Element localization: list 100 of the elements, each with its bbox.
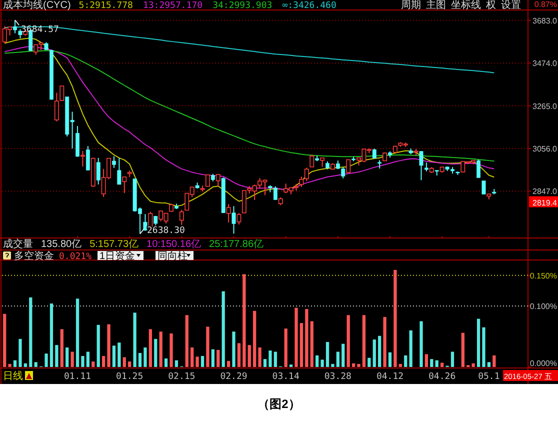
bar xyxy=(170,333,173,367)
x-tick-label: 02.15 xyxy=(168,372,196,382)
bar xyxy=(482,327,486,367)
bar xyxy=(357,364,360,367)
x-tick-label: 03.28 xyxy=(324,372,352,382)
x-tick-label: 04.12 xyxy=(376,372,404,382)
candlestick xyxy=(143,214,148,232)
bar xyxy=(55,345,58,367)
bar xyxy=(310,321,314,367)
bar xyxy=(342,344,345,367)
bar xyxy=(29,297,32,367)
bar xyxy=(461,332,464,367)
bar xyxy=(294,308,298,367)
bar xyxy=(430,359,434,367)
bar xyxy=(258,347,262,367)
bar xyxy=(185,315,188,367)
bar xyxy=(66,347,69,367)
bar xyxy=(34,362,38,367)
candlestick xyxy=(232,206,236,234)
y-tick-label: 3683.0 xyxy=(532,16,558,26)
bar xyxy=(148,329,152,367)
bar xyxy=(372,340,376,367)
text: 10:150.16亿 xyxy=(146,239,202,250)
bar xyxy=(352,363,356,367)
candlestick xyxy=(216,174,220,188)
bar xyxy=(409,330,412,367)
candlestick xyxy=(76,126,80,158)
text: 成交量 xyxy=(3,238,33,250)
candlestick xyxy=(346,159,351,174)
bar xyxy=(128,362,132,367)
bar xyxy=(13,360,17,367)
bar xyxy=(154,338,158,367)
candlestick xyxy=(112,156,116,168)
bar xyxy=(112,346,116,367)
bar xyxy=(190,347,194,367)
bar xyxy=(440,362,444,367)
y-tick-label: 3265.0 xyxy=(532,102,558,111)
candlestick xyxy=(179,209,184,226)
annotation: 同向柱 xyxy=(158,250,188,262)
text: 5:157.73亿 xyxy=(90,239,139,250)
bar xyxy=(284,328,288,367)
bar xyxy=(424,354,428,367)
candlestick xyxy=(86,146,90,171)
candlestick xyxy=(482,180,486,195)
bar xyxy=(394,270,397,367)
bar xyxy=(450,352,454,367)
bar xyxy=(107,324,110,367)
bar xyxy=(420,321,423,367)
y-tick-label: 0.000% xyxy=(530,359,557,368)
bar xyxy=(404,355,408,367)
text: 135.80亿 xyxy=(41,239,82,250)
bar xyxy=(164,358,168,367)
x-tick-label: 02.29 xyxy=(220,372,248,382)
text: 坐标线 xyxy=(451,0,481,11)
text: 设置 xyxy=(501,0,521,11)
text: 13:2957.170 xyxy=(142,1,203,11)
y-tick-label: 0.150% xyxy=(530,271,557,280)
candlestick xyxy=(299,176,304,188)
bar xyxy=(232,332,236,367)
bar xyxy=(86,352,90,367)
candlestick xyxy=(226,204,231,223)
bar xyxy=(222,291,225,367)
candlestick xyxy=(80,150,85,167)
bar xyxy=(237,343,241,367)
bar xyxy=(435,360,438,367)
bar xyxy=(138,352,142,367)
bar xyxy=(81,356,84,367)
bar xyxy=(242,274,246,367)
bar xyxy=(336,352,340,367)
bar xyxy=(476,318,480,367)
candlestick xyxy=(372,148,376,159)
bar xyxy=(472,363,475,367)
bar xyxy=(300,323,304,367)
bar xyxy=(326,342,330,367)
bar xyxy=(144,347,147,367)
bar xyxy=(102,356,106,367)
x-tick-label: 01.11 xyxy=(64,372,92,382)
candlestick xyxy=(13,20,17,34)
bar xyxy=(316,355,319,367)
chart-title: 多空资金 xyxy=(14,250,54,262)
candlestick xyxy=(34,44,38,56)
candlestick xyxy=(310,154,314,168)
chart-title: 成本均线(CYC) xyxy=(3,0,71,11)
y-tick-label: 2847.0 xyxy=(532,187,558,196)
text: 34:2993.903 xyxy=(212,1,272,11)
y-tick-label: 3474.0 xyxy=(532,59,558,68)
bar xyxy=(274,352,277,367)
bar xyxy=(368,358,371,367)
annotation: 1日资金 xyxy=(100,250,136,262)
bar xyxy=(96,324,100,367)
candlestick xyxy=(419,150,424,181)
bar xyxy=(211,349,214,367)
text: 0.87% xyxy=(534,0,557,9)
bar xyxy=(60,329,64,367)
bar xyxy=(159,332,162,367)
bar xyxy=(206,326,210,367)
bar xyxy=(263,359,267,367)
candlestick xyxy=(236,212,242,226)
x-tick-label: 01.25 xyxy=(116,372,144,382)
bar xyxy=(248,345,251,367)
